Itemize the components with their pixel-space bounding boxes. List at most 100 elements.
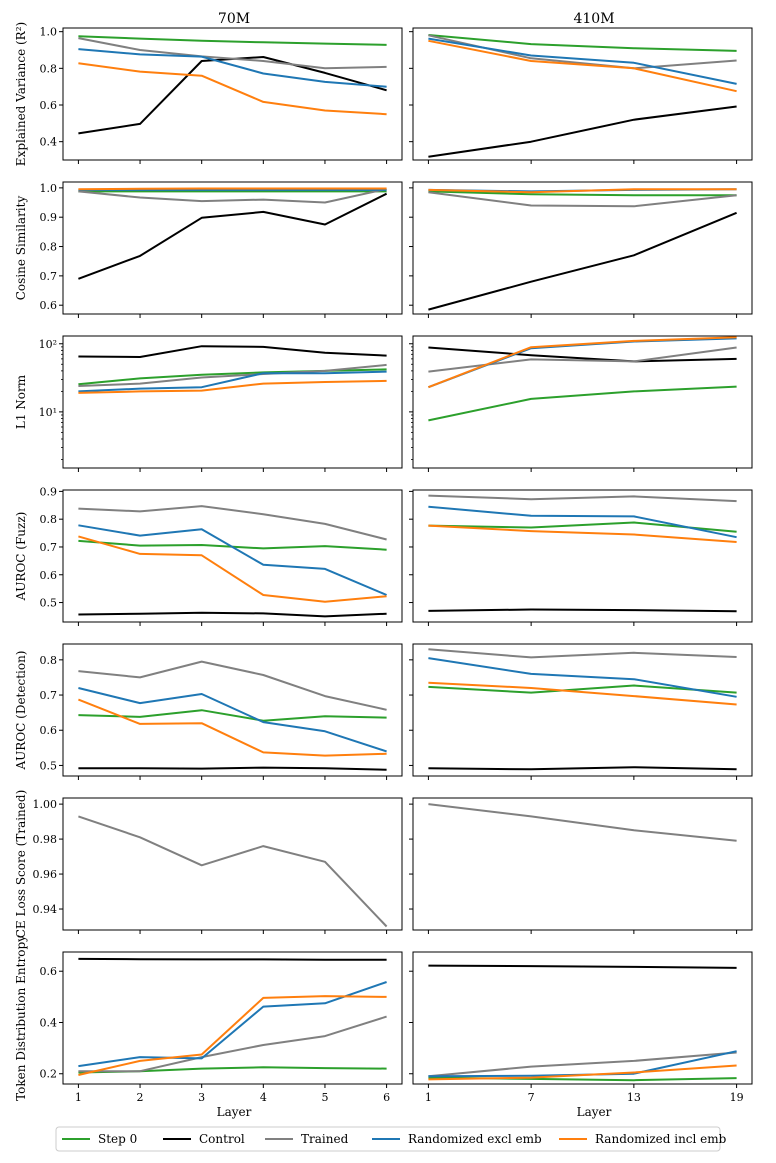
panel-explained-variance-r-410m xyxy=(409,27,753,164)
y-axis-label-auroc-fuzz-70m: AUROC (Fuzz) xyxy=(14,512,28,602)
series-line-randomized-excl-emb-explained-variance-r-70m xyxy=(78,48,387,88)
series-line-trained-token-distribution-entropy-410m xyxy=(428,1051,737,1078)
series-line-control-token-distribution-entropy-410m xyxy=(428,964,737,969)
x-tick-label-1-token-distribution-entropy-410m: 1 xyxy=(425,1091,432,1104)
legend-label-trained: Trained xyxy=(301,1132,349,1146)
legend-item-randomized-excl-emb: Randomized excl emb xyxy=(372,1132,542,1146)
series-line-trained-cosine-similarity-410m xyxy=(428,191,737,208)
series-line-randomized-incl-emb-token-distribution-entropy-410m xyxy=(428,1064,737,1081)
x-tick-label-19-token-distribution-entropy-410m: 19 xyxy=(730,1091,744,1104)
series-line-trained-cosine-similarity-70m xyxy=(78,188,387,204)
y-tick-label-1-cosine-similarity-70m: 0.7 xyxy=(40,270,58,283)
series-line-randomized-incl-emb-explained-variance-r-410m xyxy=(428,39,737,93)
y-tick-label-2-token-distribution-entropy-70m: 0.6 xyxy=(40,965,58,978)
series-line-step-0-explained-variance-r-410m xyxy=(428,34,737,52)
axes-frame-auroc-detection-410m xyxy=(412,643,753,777)
legend-label-control: Control xyxy=(199,1132,245,1146)
x-axis-label-410m: Layer xyxy=(577,1105,612,1119)
y-tick-label-4-auroc-fuzz-70m: 0.9 xyxy=(40,485,58,498)
series-line-step-0-auroc-detection-70m xyxy=(78,709,387,722)
y-tick-label-1-auroc-detection-70m: 0.6 xyxy=(40,724,58,737)
series-line-randomized-incl-emb-cosine-similarity-70m xyxy=(78,187,387,191)
y-tick-label-2-explained-variance-r-70m: 0.8 xyxy=(40,62,58,75)
y-axis-label-auroc-detection-70m: AUROC (Detection) xyxy=(14,651,28,771)
series-line-control-cosine-similarity-410m xyxy=(428,211,737,311)
series-line-step-0-l1-norm-410m xyxy=(428,385,737,422)
legend-label-randomized-excl-emb: Randomized excl emb xyxy=(408,1132,542,1146)
panel-l1-norm-70m: 10¹ 10² L1 Norm xyxy=(14,335,403,472)
legend-item-trained: Trained xyxy=(265,1132,349,1146)
series-line-randomized-incl-emb-auroc-detection-410m xyxy=(428,681,737,706)
y-axis-label-explained-variance-r-70m: Explained Variance (R²) xyxy=(14,22,28,166)
series-line-randomized-incl-emb-l1-norm-410m xyxy=(428,336,737,389)
y-tick-label-0-ce-loss-score-trained-70m: 0.94 xyxy=(33,903,58,916)
legend-label-randomized-incl-emb: Randomized incl emb xyxy=(595,1132,727,1146)
x-tick-label-2-token-distribution-entropy-70m: 2 xyxy=(137,1091,144,1104)
series-line-randomized-incl-emb-cosine-similarity-410m xyxy=(428,188,737,194)
column-title-70m: 70M xyxy=(218,11,250,27)
axes-frame-explained-variance-r-410m xyxy=(412,27,753,161)
series-line-control-auroc-fuzz-410m xyxy=(428,608,737,613)
series-line-control-auroc-detection-70m xyxy=(78,766,387,771)
panel-token-distribution-entropy-70m: 1 2 3 4 5 6 0.2 0.4 0.6 Token Distribution Entrop… xyxy=(14,935,403,1104)
series-line-randomized-incl-emb-l1-norm-70m xyxy=(78,379,387,394)
series-line-randomized-excl-emb-auroc-detection-70m xyxy=(78,687,387,753)
y-tick-label-3-ce-loss-score-trained-70m: 1.00 xyxy=(33,798,58,811)
y-tick-label-2-auroc-fuzz-70m: 0.7 xyxy=(40,541,58,554)
panel-grid: 0.4 0.6 0.8 1.0 Explained Variance (R²) 0.6 0.… xyxy=(14,22,753,1104)
series-line-trained-auroc-fuzz-410m xyxy=(428,494,737,503)
axes-frame-token-distribution-entropy-70m xyxy=(62,951,403,1085)
x-tick-label-1-token-distribution-entropy-70m: 1 xyxy=(75,1091,82,1104)
y-tick-label-1-token-distribution-entropy-70m: 0.4 xyxy=(40,1016,58,1029)
series-line-control-l1-norm-410m xyxy=(428,346,737,363)
series-line-control-cosine-similarity-70m xyxy=(78,192,388,280)
series-line-randomized-excl-emb-explained-variance-r-410m xyxy=(428,37,737,85)
y-tick-label-0-token-distribution-entropy-70m: 0.2 xyxy=(40,1068,58,1081)
axes-frame-explained-variance-r-70m xyxy=(62,27,403,161)
series-line-trained-ce-loss-score-trained-410m xyxy=(428,803,737,842)
panel-cosine-similarity-410m xyxy=(409,181,753,318)
series-line-trained-token-distribution-entropy-70m xyxy=(78,1015,387,1073)
series-line-randomized-incl-emb-auroc-fuzz-70m xyxy=(78,535,387,603)
panel-auroc-fuzz-70m: 0.5 0.6 0.7 0.8 0.9 AUROC (Fuzz) xyxy=(14,485,403,626)
y-tick-label-3-auroc-detection-70m: 0.8 xyxy=(40,654,58,667)
series-line-trained-auroc-detection-70m xyxy=(78,660,387,711)
y-tick-label-0-auroc-fuzz-70m: 0.5 xyxy=(40,597,58,610)
column-title-410m: 410M xyxy=(573,11,614,27)
y-axis-label-token-distribution-entropy-70m: Token Distribution Entropy xyxy=(14,935,28,1101)
series-line-randomized-excl-emb-l1-norm-70m xyxy=(78,370,387,393)
y-tick-label-0-cosine-similarity-70m: 0.6 xyxy=(40,299,58,312)
y-tick-label-1-l1-norm-70m: 10² xyxy=(39,338,57,351)
legend-item-step-0: Step 0 xyxy=(62,1132,137,1146)
series-line-trained-ce-loss-score-trained-70m xyxy=(78,815,388,928)
panel-auroc-fuzz-410m xyxy=(409,489,753,626)
series-line-trained-auroc-detection-410m xyxy=(428,648,737,659)
axes-frame-auroc-fuzz-410m xyxy=(412,489,753,623)
y-tick-label-2-ce-loss-score-trained-70m: 0.98 xyxy=(33,833,58,846)
series-line-randomized-incl-emb-explained-variance-r-70m xyxy=(78,62,387,116)
axes-frame-cosine-similarity-70m xyxy=(62,181,403,315)
y-tick-label-2-auroc-detection-70m: 0.7 xyxy=(40,689,58,702)
axes-frame-token-distribution-entropy-410m xyxy=(412,951,753,1085)
x-tick-label-5-token-distribution-entropy-70m: 5 xyxy=(321,1091,328,1104)
series-line-trained-l1-norm-70m xyxy=(78,363,387,387)
series-line-randomized-incl-emb-token-distribution-entropy-70m xyxy=(78,995,387,1076)
y-tick-label-4-cosine-similarity-70m: 1.0 xyxy=(40,182,58,195)
axes-frame-l1-norm-410m xyxy=(412,335,753,469)
y-tick-label-3-explained-variance-r-70m: 1.0 xyxy=(40,26,58,39)
series-line-randomized-excl-emb-l1-norm-410m xyxy=(428,337,737,389)
x-tick-label-4-token-distribution-entropy-70m: 4 xyxy=(260,1091,267,1104)
axes-frame-ce-loss-score-trained-410m xyxy=(412,797,753,931)
series-line-step-0-auroc-fuzz-70m xyxy=(78,539,387,551)
series-line-control-l1-norm-70m xyxy=(78,345,387,358)
panel-l1-norm-410m xyxy=(409,335,753,472)
x-axis-label-70m: Layer xyxy=(217,1105,252,1119)
series-line-trained-explained-variance-r-410m xyxy=(428,34,737,70)
y-axis-label-l1-norm-70m: L1 Norm xyxy=(14,374,28,429)
axes-frame-auroc-detection-70m xyxy=(62,643,403,777)
series-line-trained-explained-variance-r-70m xyxy=(78,37,387,70)
series-line-randomized-excl-emb-token-distribution-entropy-70m xyxy=(78,981,387,1068)
y-tick-label-0-explained-variance-r-70m: 0.4 xyxy=(40,136,58,149)
panel-explained-variance-r-70m: 0.4 0.6 0.8 1.0 Explained Variance (R²) xyxy=(14,22,403,166)
